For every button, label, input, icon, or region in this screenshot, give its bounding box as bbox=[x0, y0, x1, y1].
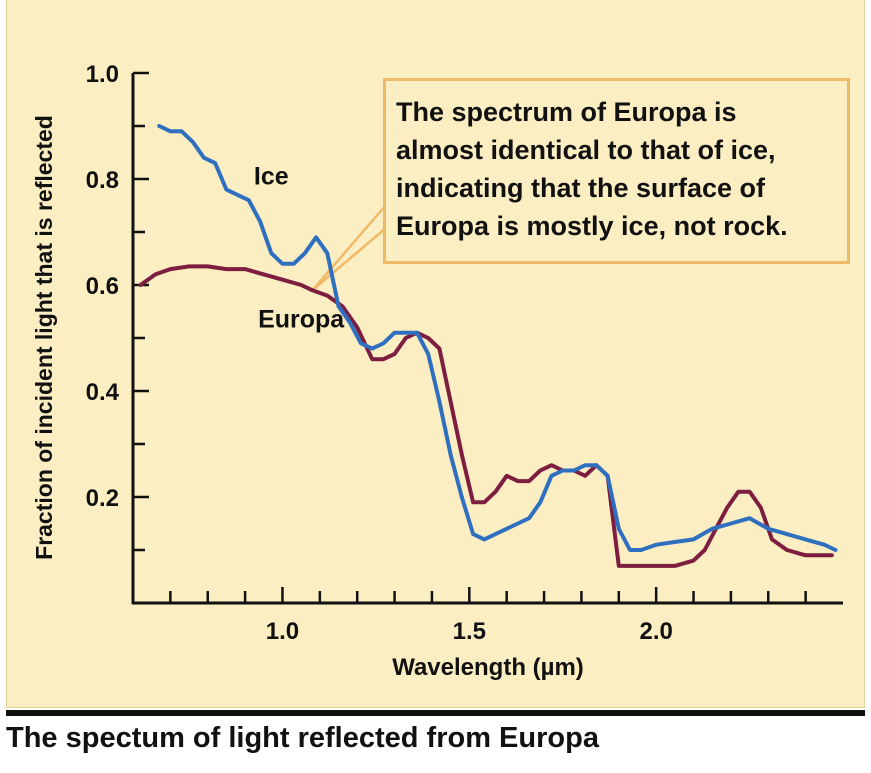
axes bbox=[131, 71, 843, 605]
series-line-europa bbox=[138, 264, 834, 568]
y-tick-label: 0.2 bbox=[86, 485, 119, 512]
x-tick-label: 1.5 bbox=[453, 618, 486, 645]
series-label-ice: Ice bbox=[254, 162, 289, 190]
x-tick-label: 1.0 bbox=[266, 618, 299, 645]
annotation-text: The spectrum of Europa is almost identic… bbox=[396, 97, 788, 241]
annotation-callout: The spectrum of Europa is almost identic… bbox=[383, 78, 850, 264]
y-axis-title: Fraction of incident light that is refle… bbox=[31, 115, 57, 560]
callout-leader-line bbox=[311, 227, 387, 292]
labels-layer: 0.2 0.4 0.6 0.8 1.0 1.0 1.5 2.0 Wavelength (µm) F… bbox=[31, 61, 673, 681]
y-tick-label: 0.8 bbox=[86, 167, 119, 194]
series-label-europa: Europa bbox=[258, 305, 345, 333]
y-tick-label: 0.6 bbox=[86, 273, 119, 300]
y-tick-label: 1.0 bbox=[86, 61, 119, 88]
series-line-ice bbox=[157, 124, 838, 552]
caption-divider bbox=[6, 710, 865, 716]
y-tick-label: 0.4 bbox=[86, 379, 120, 406]
series-layer bbox=[138, 124, 838, 568]
callout-leader-line bbox=[311, 204, 387, 292]
figure-caption: The spectum of light reflected from Euro… bbox=[6, 722, 599, 754]
x-axis-title: Wavelength (µm) bbox=[392, 654, 584, 681]
x-tick-label: 2.0 bbox=[639, 618, 672, 645]
